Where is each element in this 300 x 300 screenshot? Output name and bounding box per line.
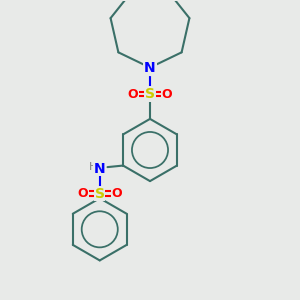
Text: O: O xyxy=(112,187,122,200)
Text: O: O xyxy=(128,88,138,100)
Text: O: O xyxy=(77,187,88,200)
Text: H: H xyxy=(89,162,97,172)
Text: O: O xyxy=(162,88,172,100)
Text: N: N xyxy=(144,61,156,75)
Text: S: S xyxy=(145,87,155,101)
Text: N: N xyxy=(94,162,106,176)
Text: S: S xyxy=(95,187,105,200)
Text: N: N xyxy=(144,61,156,75)
